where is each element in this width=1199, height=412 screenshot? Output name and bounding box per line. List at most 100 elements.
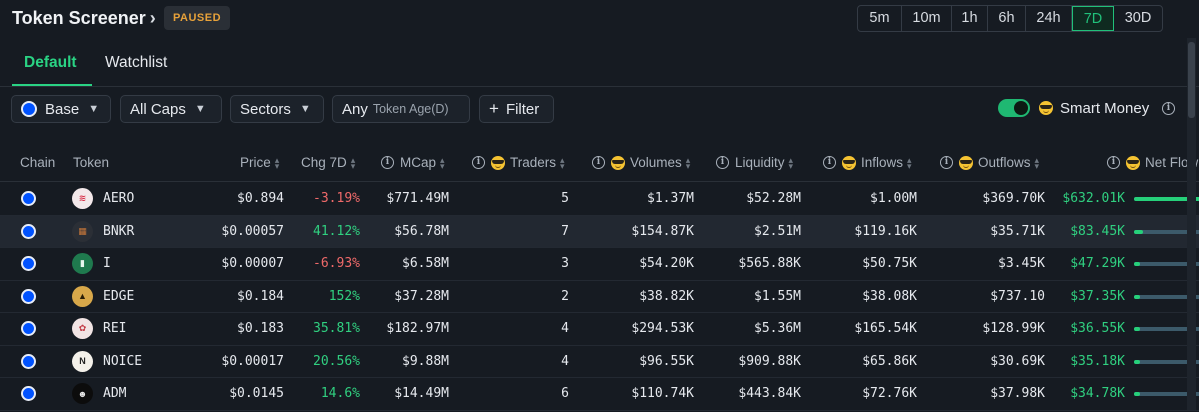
col-volumes[interactable]: i Volumes ▴ ▾ <box>592 155 690 170</box>
timeframe-6h[interactable]: 6h <box>988 6 1026 31</box>
token-symbol[interactable]: REI <box>103 321 127 336</box>
info-icon: i <box>381 156 394 169</box>
chevron-down-icon: ▼ <box>194 103 206 115</box>
token-logo-icon: ☻ <box>72 383 93 404</box>
table-row[interactable]: ≋ AERO $0.894 -3.19% $771.49M 5 $1.37M $52.28M $… <box>0 183 1199 216</box>
base-chain-icon <box>21 353 36 369</box>
sort-icon: ▴ ▾ <box>788 154 794 171</box>
price-cell: $0.183 <box>237 321 284 336</box>
liquidity-cell: $443.84K <box>738 386 801 401</box>
traders-cell: 4 <box>561 353 569 369</box>
timeframe-1h[interactable]: 1h <box>952 6 988 31</box>
col-price[interactable]: Price ▴ ▾ <box>240 154 280 171</box>
token-symbol[interactable]: I <box>103 256 111 271</box>
sort-icon: ▴ ▾ <box>274 154 280 171</box>
mcap-cell: $771.49M <box>386 191 449 206</box>
price-cell: $0.00007 <box>221 256 284 271</box>
token-symbol[interactable]: ADM <box>103 386 127 401</box>
timeframe-24h[interactable]: 24h <box>1026 6 1072 31</box>
timeframe-10m[interactable]: 10m <box>902 6 952 31</box>
col-outflows[interactable]: i Outflows ▴ ▾ <box>940 155 1039 170</box>
col-token: Token <box>73 155 110 170</box>
scrollbar-thumb[interactable] <box>1188 42 1195 118</box>
filter-button[interactable]: + Filter <box>479 95 554 123</box>
table-header: Chain Token Price ▴ ▾ Chg 7D ▴ ▾ i MCap ▴ ▾ i Tr… <box>0 148 1199 182</box>
scrollbar-track[interactable] <box>1187 38 1196 410</box>
price-cell: $0.184 <box>237 288 284 304</box>
status-badge: PAUSED <box>164 6 231 30</box>
netflow-bar <box>1134 359 1199 364</box>
col-traders[interactable]: i Traders ▴ ▾ <box>472 155 565 170</box>
col-chg[interactable]: Chg 7D ▴ ▾ <box>301 154 356 171</box>
timeframe-selector: 5m 10m 1h 6h 24h 7D 30D <box>857 5 1163 32</box>
netflow-bar <box>1134 327 1199 331</box>
table-row[interactable]: ▮ I $0.00007 -6.93% $6.58M 3 $54.20K $565.88K $5… <box>0 248 1199 281</box>
page-title-text: Token Screener <box>12 8 146 28</box>
chevron-down-icon: ▼ <box>88 103 100 115</box>
change-cell: 152% <box>328 288 360 304</box>
caps-select[interactable]: All Caps ▼ <box>120 95 222 123</box>
liquidity-cell: $1.55M <box>754 288 801 304</box>
traders-cell: 7 <box>561 223 569 239</box>
table-row[interactable]: ☻ ADM $0.0145 14.6% $14.49M 6 $110.74K $443.84K… <box>0 378 1199 411</box>
mcap-cell: $14.49M <box>394 386 449 401</box>
netflow-cell: $36.55K <box>1070 321 1125 336</box>
mcap-cell: $37.28M <box>394 288 449 304</box>
col-liquidity[interactable]: i Liquidity ▴ ▾ <box>716 155 793 170</box>
filter-button-label: Filter <box>505 100 540 118</box>
col-netflow[interactable]: i Net Flow <box>1107 155 1198 170</box>
info-icon: i <box>472 156 485 169</box>
sectors-select[interactable]: Sectors ▼ <box>230 95 324 123</box>
change-cell: 41.12% <box>313 223 360 239</box>
netflow-bar-fill <box>1134 359 1140 364</box>
token-age-value: Any <box>342 100 368 118</box>
smart-money-toggle[interactable] <box>998 99 1030 117</box>
volumes-cell: $154.87K <box>631 223 694 239</box>
table-row[interactable]: ▦ BNKR $0.00057 41.12% $56.78M 7 $154.87K $2.51… <box>0 215 1199 248</box>
mcap-cell: $182.97M <box>386 321 449 336</box>
liquidity-cell: $2.51M <box>754 223 801 239</box>
volumes-cell: $294.53K <box>631 321 694 336</box>
tab-watchlist[interactable]: Watchlist <box>105 54 168 71</box>
col-mcap[interactable]: i MCap ▴ ▾ <box>381 155 445 170</box>
base-chain-icon <box>21 288 36 304</box>
smart-money-label: Smart Money <box>1060 100 1150 117</box>
base-chain-icon <box>21 101 37 117</box>
change-cell: -3.19% <box>313 191 360 206</box>
table-row[interactable]: ✿ REI $0.183 35.81% $182.97M 4 $294.53K $5.36M $… <box>0 313 1199 346</box>
outflows-cell: $737.10 <box>990 288 1045 304</box>
col-chain: Chain <box>20 155 56 170</box>
inflows-cell: $165.54K <box>854 321 917 336</box>
base-chain-icon <box>21 321 36 336</box>
netflow-bar <box>1134 392 1199 396</box>
table-row[interactable]: N NOICE $0.00017 20.56% $9.88M 4 $96.55K $909.8… <box>0 346 1199 378</box>
timeframe-7d[interactable]: 7D <box>1072 6 1114 31</box>
chain-select[interactable]: Base ▼ <box>11 95 111 123</box>
info-icon[interactable]: i <box>1162 102 1175 115</box>
liquidity-cell: $5.36M <box>754 321 801 336</box>
token-symbol[interactable]: NOICE <box>103 353 143 369</box>
base-chain-icon <box>21 191 36 206</box>
token-symbol[interactable]: AERO <box>103 191 135 206</box>
timeframe-5m[interactable]: 5m <box>858 6 902 31</box>
mcap-cell: $6.58M <box>402 256 449 271</box>
sort-icon: ▴ ▾ <box>907 154 912 171</box>
token-symbol[interactable]: EDGE <box>103 288 135 304</box>
token-age-filter[interactable]: Any Token Age(D) <box>332 95 470 123</box>
timeframe-30d[interactable]: 30D <box>1124 10 1152 26</box>
netflow-cell: $35.18K <box>1070 353 1125 369</box>
col-inflows[interactable]: i Inflows ▴ ▾ <box>823 155 912 170</box>
table-row[interactable]: ▲ EDGE $0.184 152% $37.28M 2 $38.82K $1.55M $38.… <box>0 281 1199 313</box>
sort-icon: ▴ ▾ <box>1034 154 1040 171</box>
sunglasses-icon <box>842 155 856 170</box>
page-title[interactable]: Token Screener › <box>12 8 156 29</box>
traders-cell: 6 <box>561 386 569 401</box>
inflows-cell: $50.75K <box>862 256 917 271</box>
tab-default[interactable]: Default <box>24 54 77 71</box>
info-icon: i <box>716 156 729 169</box>
netflow-bar-fill <box>1134 294 1140 299</box>
traders-cell: 4 <box>561 321 569 336</box>
outflows-cell: $369.70K <box>982 191 1045 206</box>
token-logo-icon: ≋ <box>72 188 93 209</box>
token-symbol[interactable]: BNKR <box>103 223 135 239</box>
